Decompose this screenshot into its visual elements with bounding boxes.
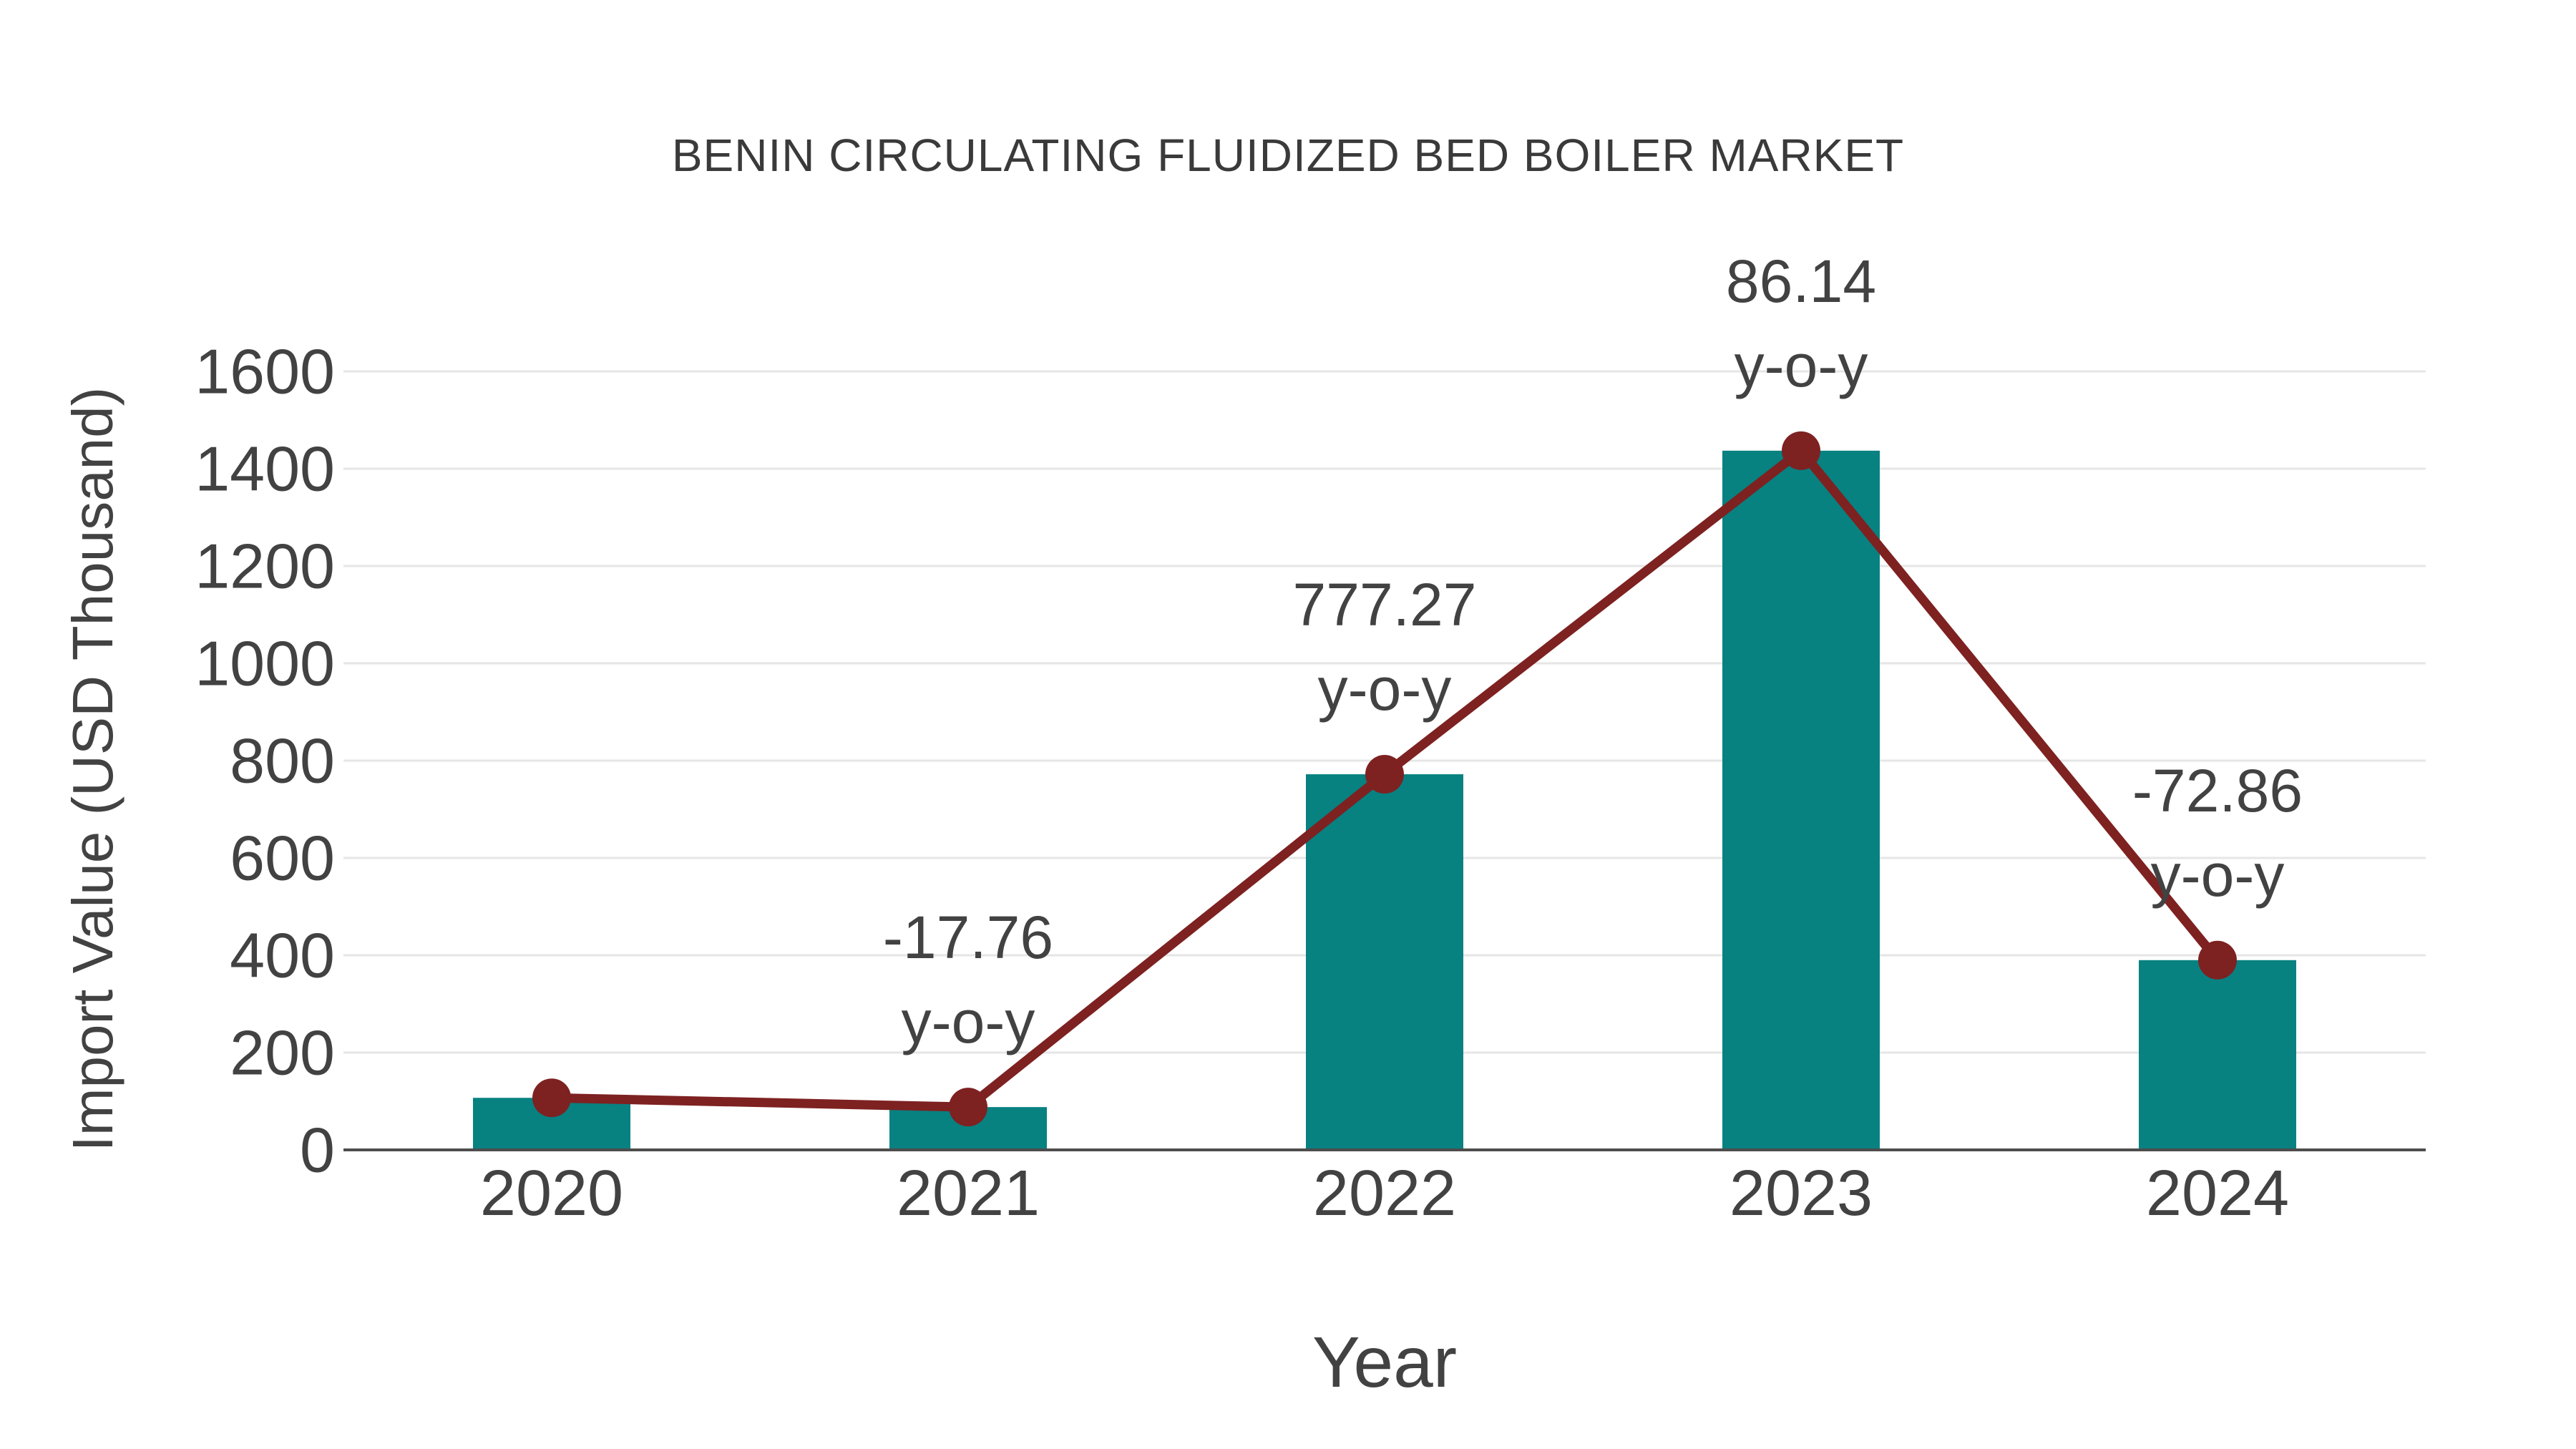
marker-2024 [2198, 940, 2237, 980]
y-tick-label-1400: 1400 [195, 434, 335, 504]
x-tick-label-2021: 2021 [897, 1158, 1040, 1229]
y-tick-label-1200: 1200 [195, 531, 335, 602]
x-tick-label-2020: 2020 [480, 1158, 623, 1229]
marker-2023 [1782, 431, 1820, 470]
y-tick-label-1600: 1600 [195, 336, 335, 407]
yoy-suffix-label-2024: y-o-y [2151, 841, 2285, 909]
bar-2024 [2139, 960, 2296, 1150]
yoy-value-label-2022: 777.27 [1293, 571, 1477, 638]
yoy-value-label-2024: -72.86 [2132, 757, 2303, 824]
marker-2020 [532, 1078, 571, 1118]
y-tick-label-600: 600 [230, 823, 335, 894]
marker-2022 [1365, 755, 1404, 794]
y-tick-label-400: 400 [230, 920, 335, 991]
bar-2023 [1722, 450, 1880, 1150]
yoy-value-label-2023: 86.14 [1726, 248, 1876, 315]
x-tick-label-2023: 2023 [1729, 1158, 1873, 1229]
bar-2022 [1306, 774, 1463, 1150]
x-tick-label-2022: 2022 [1313, 1158, 1456, 1229]
y-tick-label-200: 200 [230, 1018, 335, 1088]
chart-title: BENIN CIRCULATING FLUIDIZED BED BOILER M… [671, 130, 1905, 181]
y-tick-label-1000: 1000 [195, 628, 335, 699]
x-axis-title: Year [1312, 1322, 1458, 1402]
marker-2021 [949, 1088, 987, 1127]
yoy-value-label-2021: -17.76 [883, 904, 1053, 971]
y-tick-label-0: 0 [300, 1115, 335, 1186]
y-tick-label-800: 800 [230, 726, 335, 796]
yoy-suffix-label-2022: y-o-y [1318, 655, 1452, 723]
x-tick-label-2024: 2024 [2146, 1158, 2289, 1229]
yoy-suffix-label-2023: y-o-y [1735, 332, 1868, 399]
yoy-suffix-label-2021: y-o-y [902, 988, 1035, 1055]
